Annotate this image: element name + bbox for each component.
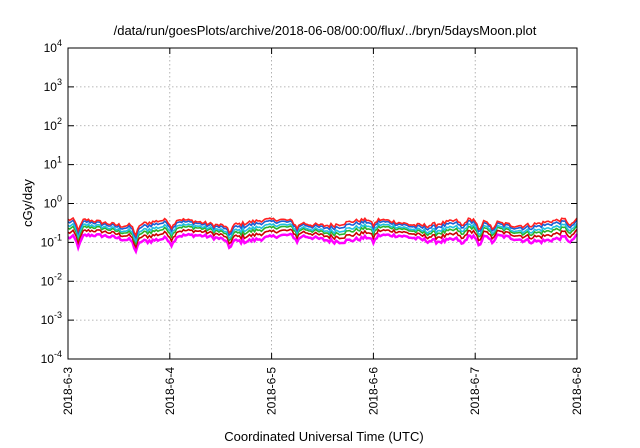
x-tick-label: 2018-6-5 bbox=[265, 367, 279, 415]
y-tick-label: 103 bbox=[44, 77, 62, 94]
y-tick-label: 102 bbox=[44, 116, 62, 133]
series-line bbox=[67, 219, 578, 240]
y-tick-label: 10-1 bbox=[41, 232, 62, 249]
y-tick-label: 101 bbox=[44, 155, 62, 172]
x-axis-ticks: 2018-6-3 2018-6-4 2018-6-5 2018-6-6 2018-6-7… bbox=[61, 48, 584, 415]
x-axis-label: Coordinated Universal Time (UTC) bbox=[224, 429, 423, 444]
y-tick-label: 10-3 bbox=[41, 310, 62, 327]
y-axis-ticks: 10-4 10-3 10-2 10-1 100 101 102 103 104 bbox=[41, 38, 577, 366]
x-tick-label: 2018-6-4 bbox=[163, 367, 177, 415]
y-tick-label: 10-2 bbox=[41, 271, 62, 288]
series-line bbox=[67, 224, 578, 246]
series-line bbox=[67, 228, 578, 250]
y-tick-label: 100 bbox=[44, 194, 62, 211]
series-line bbox=[67, 232, 578, 255]
series-line bbox=[67, 222, 578, 244]
x-tick-label: 2018-6-6 bbox=[366, 367, 380, 415]
series-line bbox=[67, 216, 578, 238]
x-tick-label: 2018-6-3 bbox=[61, 367, 75, 415]
y-axis-label: cGy/day bbox=[20, 179, 35, 227]
chart-title: /data/run/goesPlots/archive/2018-06-08/0… bbox=[114, 23, 537, 38]
x-tick-label: 2018-6-7 bbox=[468, 367, 482, 415]
y-tick-label: 10-4 bbox=[41, 349, 62, 366]
x-tick-label: 2018-6-8 bbox=[570, 367, 584, 415]
grid-lines bbox=[68, 47, 577, 360]
y-tick-label: 104 bbox=[44, 38, 62, 55]
series-lines bbox=[67, 216, 578, 255]
